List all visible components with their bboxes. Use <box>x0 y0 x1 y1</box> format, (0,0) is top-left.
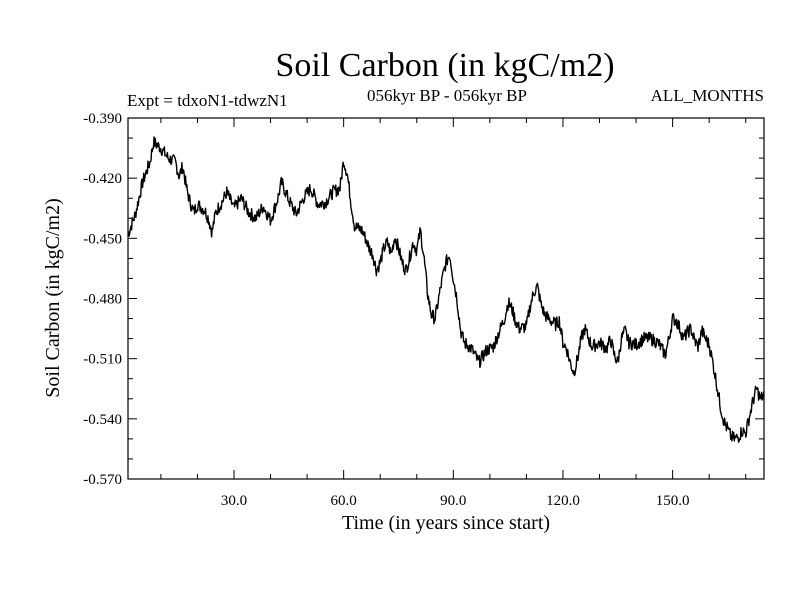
y-tick-label: -0.390 <box>83 111 122 127</box>
x-tick-label: 120.0 <box>546 493 580 509</box>
y-tick-label: -0.480 <box>83 292 122 308</box>
y-tick-label: -0.540 <box>83 412 122 428</box>
y-axis-label: Soil Carbon (in kgC/m2) <box>42 198 64 397</box>
chart-subtitle-left: Expt = tdxoN1-tdwzN1 <box>127 91 288 110</box>
x-axis-tick-labels: 30.0 60.0 90.0 120.0 150.0 <box>221 493 690 509</box>
series-line <box>127 136 765 443</box>
x-tick-label: 150.0 <box>656 493 690 509</box>
x-axis-label: Time (in years since start) <box>342 512 550 534</box>
y-tick-label: -0.510 <box>83 352 122 368</box>
chart-subtitle-center: 056kyr BP - 056kyr BP <box>367 86 527 105</box>
x-tick-label: 90.0 <box>440 493 466 509</box>
y-axis-tick-labels: -0.390 -0.420 -0.450 -0.480 -0.510 -0.540 -0.5… <box>83 111 122 488</box>
y-axis-ticks <box>128 117 764 480</box>
x-axis-ticks <box>160 118 747 479</box>
x-tick-label: 60.0 <box>331 493 357 509</box>
chart-title: Soil Carbon (in kgC/m2) <box>275 47 614 84</box>
plot-frame <box>127 117 765 480</box>
y-tick-label: -0.570 <box>83 472 122 488</box>
y-tick-label: -0.450 <box>83 231 122 247</box>
chart-subtitle-right: ALL_MONTHS <box>651 86 764 105</box>
y-tick-label: -0.420 <box>83 171 122 187</box>
x-tick-label: 30.0 <box>221 493 247 509</box>
